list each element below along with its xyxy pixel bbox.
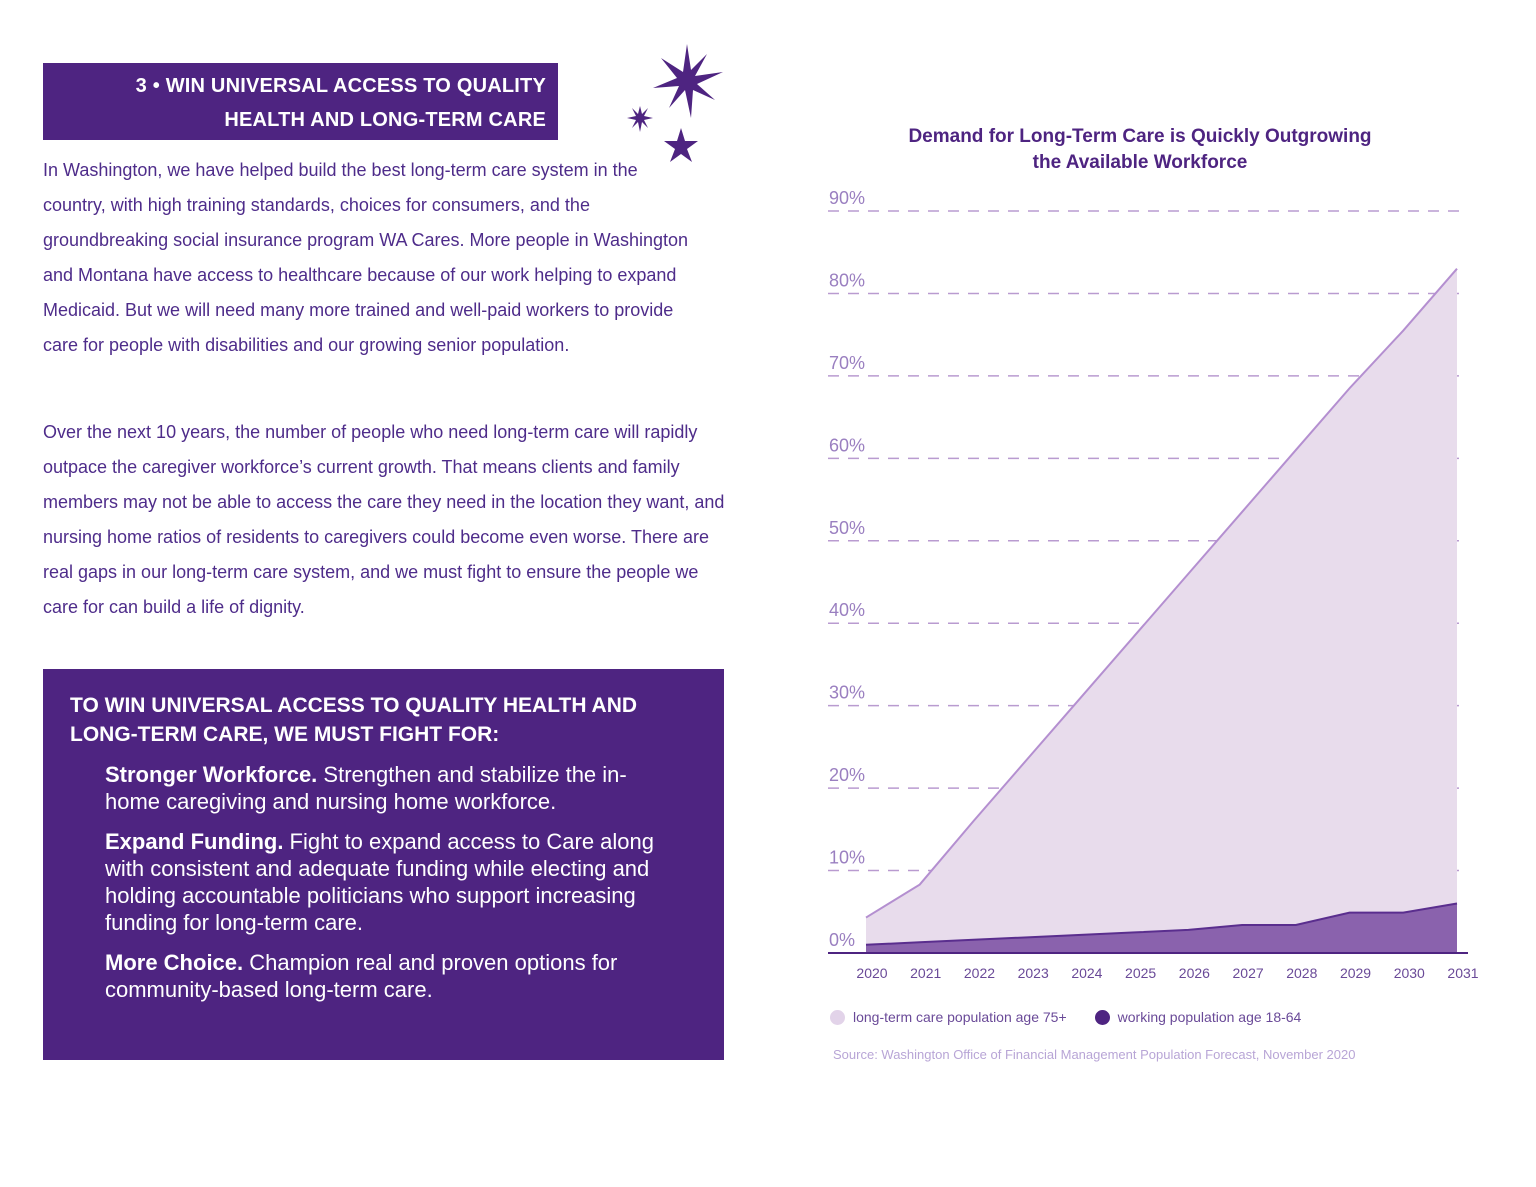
x-tick-label: 2024 xyxy=(1071,965,1102,981)
section-title-line1: 3 • WIN UNIVERSAL ACCESS TO QUALITY xyxy=(135,75,546,97)
outlook-paragraph: Over the next 10 years, the number of pe… xyxy=(43,422,725,617)
x-tick-label: 2028 xyxy=(1286,965,1317,981)
y-tick-label: 80% xyxy=(829,270,865,290)
x-tick-label: 2026 xyxy=(1179,965,1210,981)
legend-label-ltc: long-term care population age 75+ xyxy=(853,1009,1067,1025)
y-tick-label: 0% xyxy=(829,930,855,950)
fight-item-title: Stronger Workforce. xyxy=(105,762,318,787)
fight-item-choice: More Choice. Champion real and proven op… xyxy=(105,949,696,1003)
x-tick-label: 2029 xyxy=(1340,965,1371,981)
y-tick-label: 50% xyxy=(829,518,865,538)
x-tick-label: 2023 xyxy=(1018,965,1049,981)
legend-item-ltc: long-term care population age 75+ xyxy=(830,1009,1067,1025)
line-ltc-population xyxy=(865,268,1458,919)
x-tick-label: 2020 xyxy=(856,965,887,981)
chart-title: Demand for Long-Term Care is Quickly Out… xyxy=(908,126,1372,173)
x-tick-label: 2021 xyxy=(910,965,941,981)
area-chart: 0% 10% 20% 30% 40% 50% 60% 70% 80% 90% 2020 2021 202… xyxy=(828,188,1479,981)
x-tick-label: 2022 xyxy=(964,965,995,981)
x-tick-label: 2031 xyxy=(1447,965,1478,981)
legend-swatch-workforce xyxy=(1094,1009,1110,1025)
x-tick-label: 2025 xyxy=(1125,965,1156,981)
fight-item-text: Fight to expand access to Care along wit… xyxy=(105,829,654,935)
legend-swatch-ltc xyxy=(830,1009,845,1025)
y-tick-label: 30% xyxy=(829,683,865,703)
line-working-population xyxy=(865,902,1458,946)
sparkle-stars-icon xyxy=(627,44,723,162)
chart-source: Source: Washington Office of Financial M… xyxy=(833,1047,1356,1062)
x-tick-label: 2030 xyxy=(1394,965,1425,981)
area-ltc-population xyxy=(866,268,1457,953)
fight-item-title: More Choice. xyxy=(105,950,244,975)
fight-for-heading: TO WIN UNIVERSAL ACCESS TO QUALITY HEALT… xyxy=(70,694,638,746)
fight-for-box: TO WIN UNIVERSAL ACCESS TO QUALITY HEALT… xyxy=(43,669,724,1060)
chart-legend: long-term care population age 75+ workin… xyxy=(830,1009,1329,1025)
legend-label-workforce: working population age 18-64 xyxy=(1117,1009,1302,1025)
fight-item-title: Expand Funding. xyxy=(105,829,284,854)
y-tick-label: 20% xyxy=(829,765,865,785)
fight-item-text: Strengthen and stabilize the in-home car… xyxy=(105,762,627,814)
y-tick-label: 60% xyxy=(829,435,865,455)
section-title-line2: HEALTH AND LONG-TERM CARE xyxy=(224,109,546,131)
fight-item-workforce: Stronger Workforce. Strengthen and stabi… xyxy=(105,761,696,815)
y-tick-label: 90% xyxy=(829,188,865,208)
intro-paragraph: In Washington, we have helped build the … xyxy=(43,160,689,355)
y-tick-label: 10% xyxy=(829,848,865,868)
y-tick-label: 70% xyxy=(829,353,865,373)
legend-item-workforce: working population age 18-64 xyxy=(1094,1009,1302,1025)
area-working-population xyxy=(866,903,1457,953)
section-banner: 3 • WIN UNIVERSAL ACCESS TO QUALITY HEAL… xyxy=(43,63,558,140)
fight-item-text: Champion real and proven options for com… xyxy=(105,950,618,1002)
y-tick-label: 40% xyxy=(829,600,865,620)
x-tick-label: 2027 xyxy=(1233,965,1264,981)
fight-item-funding: Expand Funding. Fight to expand access t… xyxy=(105,828,696,936)
